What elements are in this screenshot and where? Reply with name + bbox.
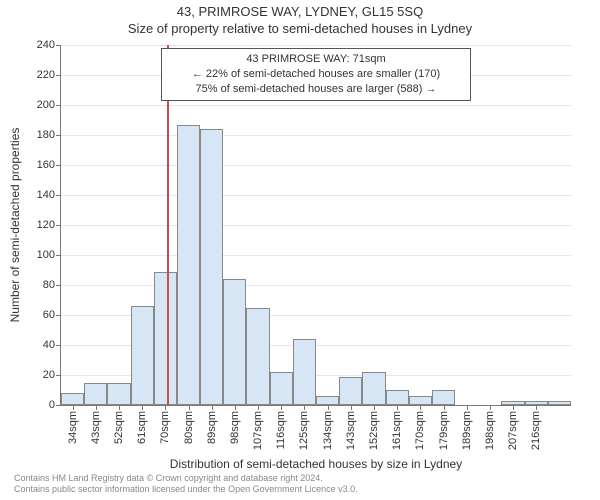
histogram-bar — [84, 383, 107, 406]
x-tick-label: 43sqm — [90, 411, 102, 444]
histogram-bar — [154, 272, 177, 406]
histogram-bar — [200, 129, 223, 405]
gridline — [61, 165, 571, 166]
y-axis-label: Number of semi-detached properties — [8, 128, 22, 323]
x-tick-label: 70sqm — [159, 411, 171, 444]
histogram-bar — [409, 396, 432, 405]
x-tick-mark — [490, 405, 491, 410]
gridline — [61, 255, 571, 256]
gridline — [61, 105, 571, 106]
footer-line-1: Contains HM Land Registry data © Crown c… — [14, 473, 358, 485]
gridline — [61, 195, 571, 196]
chart-title: Size of property relative to semi-detach… — [0, 19, 600, 36]
x-tick-mark — [536, 405, 537, 410]
y-tick-mark — [56, 45, 61, 46]
x-tick-label: 179sqm — [438, 411, 450, 450]
histogram-bar — [316, 396, 339, 405]
histogram-bar — [293, 339, 316, 405]
chart-container: 43, PRIMROSE WAY, LYDNEY, GL15 5SQ Size … — [0, 0, 600, 500]
y-tick-mark — [56, 135, 61, 136]
x-tick-mark — [189, 405, 190, 410]
y-tick-mark — [56, 375, 61, 376]
x-tick-mark — [281, 405, 282, 410]
x-tick-label: 134sqm — [322, 411, 334, 450]
x-tick-label: 125sqm — [298, 411, 310, 450]
x-tick-mark — [142, 405, 143, 410]
y-tick-mark — [56, 105, 61, 106]
gridline — [61, 285, 571, 286]
histogram-bar — [131, 306, 154, 405]
y-tick-mark — [56, 255, 61, 256]
x-tick-mark — [351, 405, 352, 410]
histogram-bar — [270, 372, 293, 405]
x-tick-mark — [96, 405, 97, 410]
info-line-3: 75% of semi-detached houses are larger (… — [170, 82, 462, 97]
x-tick-mark — [119, 405, 120, 410]
x-tick-label: 161sqm — [391, 411, 403, 450]
info-line-1: 43 PRIMROSE WAY: 71sqm — [170, 52, 462, 67]
y-tick-mark — [56, 195, 61, 196]
x-tick-label: 80sqm — [183, 411, 195, 444]
x-tick-mark — [513, 405, 514, 410]
x-tick-mark — [374, 405, 375, 410]
x-tick-mark — [397, 405, 398, 410]
y-tick-mark — [56, 75, 61, 76]
info-line-2: ← 22% of semi-detached houses are smalle… — [170, 67, 462, 82]
y-tick-mark — [56, 315, 61, 316]
histogram-bar — [339, 377, 362, 406]
histogram-bar — [246, 308, 269, 406]
x-tick-mark — [444, 405, 445, 410]
x-tick-mark — [420, 405, 421, 410]
histogram-bar — [107, 383, 130, 406]
x-tick-label: 198sqm — [484, 411, 496, 450]
plot-area: Number of semi-detached properties Distr… — [60, 45, 571, 406]
x-tick-label: 107sqm — [252, 411, 264, 450]
chart-supertitle: 43, PRIMROSE WAY, LYDNEY, GL15 5SQ — [0, 0, 600, 19]
y-tick-mark — [56, 405, 61, 406]
x-tick-mark — [304, 405, 305, 410]
y-tick-mark — [56, 345, 61, 346]
x-tick-mark — [165, 405, 166, 410]
x-tick-label: 116sqm — [275, 411, 287, 449]
histogram-bar — [61, 393, 84, 405]
x-tick-mark — [235, 405, 236, 410]
x-tick-mark — [258, 405, 259, 410]
histogram-bar — [177, 125, 200, 406]
y-tick-mark — [56, 285, 61, 286]
histogram-bar — [548, 401, 571, 406]
gridline — [61, 45, 571, 46]
y-tick-mark — [56, 225, 61, 226]
x-tick-mark — [212, 405, 213, 410]
x-tick-mark — [328, 405, 329, 410]
x-tick-label: 34sqm — [67, 411, 79, 444]
x-tick-label: 61sqm — [136, 411, 148, 444]
y-tick-mark — [56, 165, 61, 166]
x-tick-label: 207sqm — [507, 411, 519, 450]
x-tick-label: 98sqm — [229, 411, 241, 444]
x-tick-label: 152sqm — [368, 411, 380, 450]
footer-attribution: Contains HM Land Registry data © Crown c… — [14, 473, 358, 496]
histogram-bar — [362, 372, 385, 405]
x-tick-label: 89sqm — [206, 411, 218, 444]
x-tick-label: 216sqm — [530, 411, 542, 450]
x-tick-mark — [467, 405, 468, 410]
histogram-bar — [386, 390, 409, 405]
gridline — [61, 225, 571, 226]
x-tick-label: 189sqm — [461, 411, 473, 450]
x-axis-label: Distribution of semi-detached houses by … — [170, 457, 462, 471]
histogram-bar — [432, 390, 455, 405]
x-tick-label: 143sqm — [345, 411, 357, 450]
marker-info-box: 43 PRIMROSE WAY: 71sqm ← 22% of semi-det… — [161, 48, 471, 101]
x-tick-label: 170sqm — [414, 411, 426, 450]
footer-line-2: Contains public sector information licen… — [14, 484, 358, 496]
x-tick-mark — [73, 405, 74, 410]
histogram-bar — [223, 279, 246, 405]
x-tick-label: 52sqm — [113, 411, 125, 444]
gridline — [61, 135, 571, 136]
